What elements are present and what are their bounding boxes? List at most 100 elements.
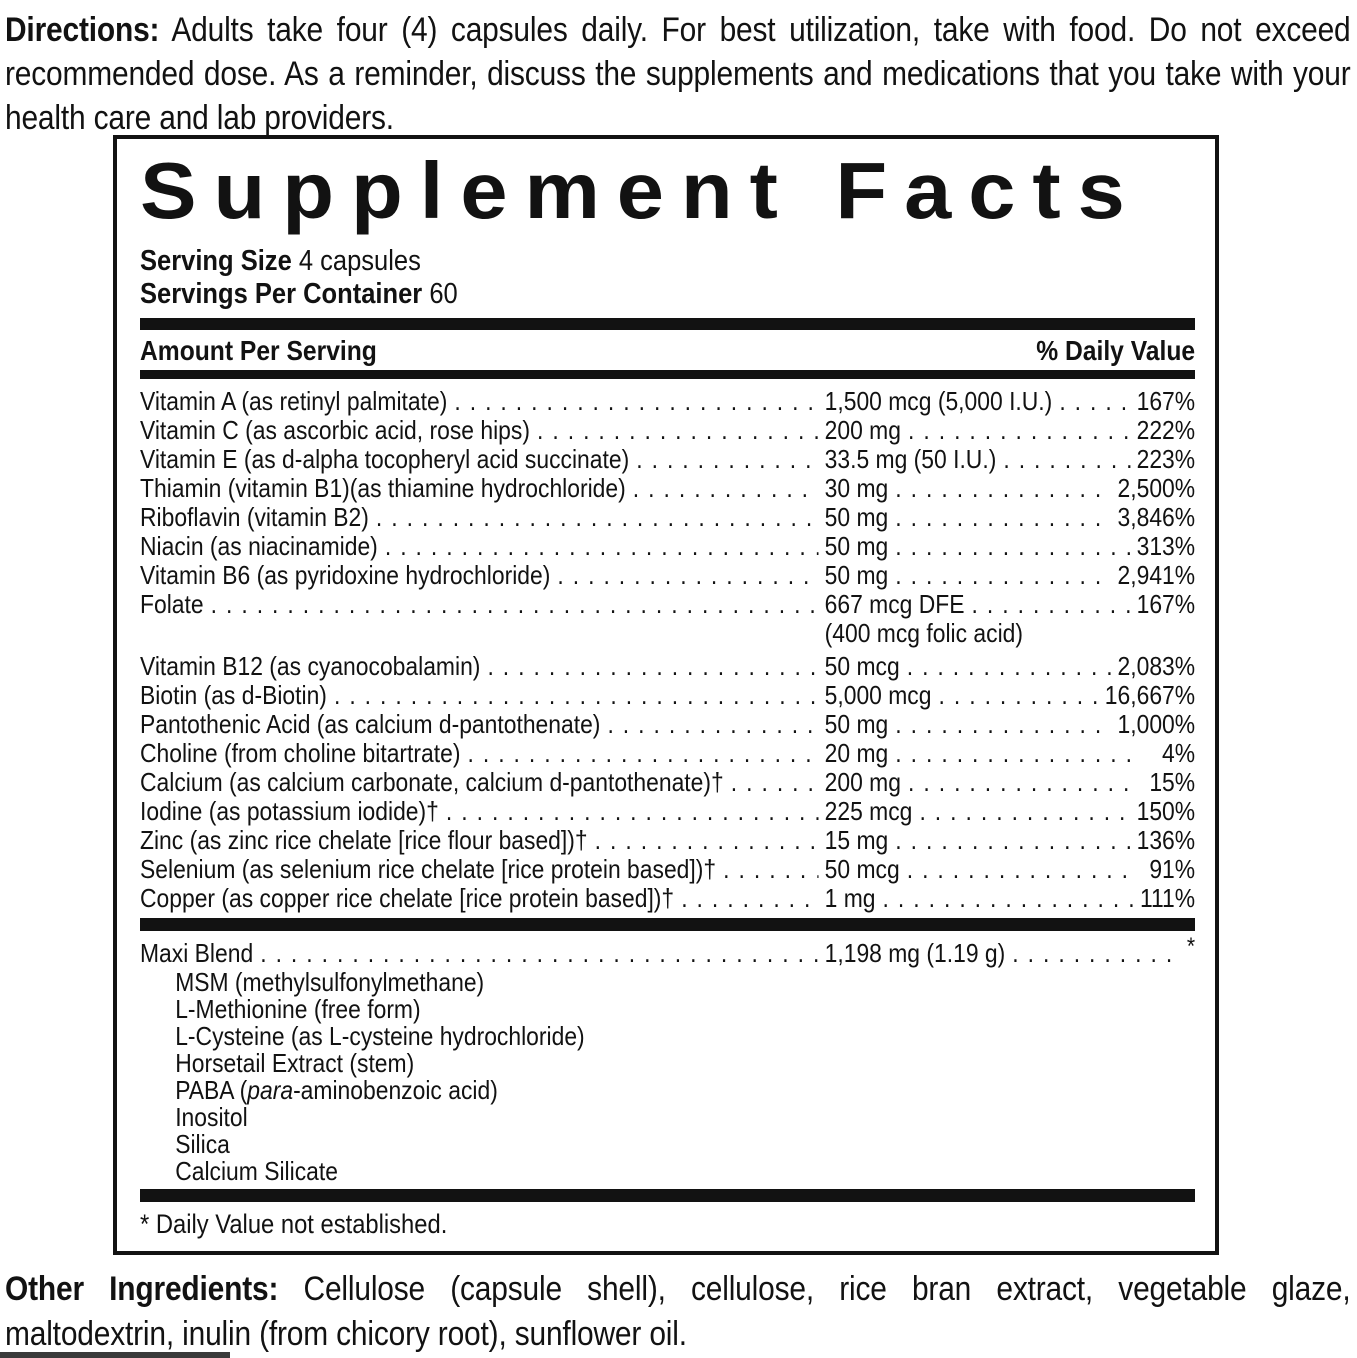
directions-label: Directions: bbox=[5, 11, 160, 49]
nutrient-left: Choline (from choline bitartrate) bbox=[140, 739, 825, 768]
blend-item: Horsetail Extract (stem) bbox=[140, 1050, 1195, 1077]
nutrient-left: Vitamin B6 (as pyridoxine hydrochloride) bbox=[140, 561, 825, 590]
dot-leader bbox=[895, 710, 1111, 739]
other-ingredients-body: Cellulose (capsule shell), cellulose, ri… bbox=[5, 1270, 1351, 1353]
other-ingredients-text: Other Ingredients: Cellulose (capsule sh… bbox=[5, 1267, 1351, 1357]
blend-item-text: PABA ( bbox=[175, 1075, 248, 1105]
nutrient-name: Pantothenic Acid (as calcium d-pantothen… bbox=[140, 709, 601, 739]
nutrient-dv: 150% bbox=[1136, 796, 1196, 826]
nutrient-dv: 111% bbox=[1139, 883, 1196, 913]
nutrient-row: Biotin (as d-Biotin) 5,000 mcg 16,667% bbox=[140, 681, 1195, 710]
other-ingredients-label: Other Ingredients: bbox=[5, 1270, 279, 1308]
blend-item-text: L-Cysteine (as L-cysteine hydrochloride) bbox=[175, 1021, 585, 1051]
nutrient-name: Folate bbox=[140, 589, 204, 619]
divider-bar bbox=[140, 318, 1195, 330]
dot-leader bbox=[895, 503, 1111, 532]
dot-leader bbox=[919, 797, 1130, 826]
blend-section: Maxi Blend 1,198 mg (1.19 g) * MSM (methyls… bbox=[140, 933, 1195, 1185]
nutrient-left: Vitamin B12 (as cyanocobalamin) bbox=[140, 652, 825, 681]
dot-leader bbox=[607, 710, 818, 739]
nutrient-table: Vitamin A (as retinyl palmitate) 1,500 mc… bbox=[140, 387, 1195, 913]
divider-bar bbox=[140, 918, 1195, 931]
nutrient-amount: 50 mg bbox=[824, 709, 889, 739]
nutrient-dv: 167% bbox=[1136, 386, 1196, 416]
daily-value-header: % Daily Value bbox=[1036, 335, 1196, 366]
directions-body: Adults take four (4) capsules daily. For… bbox=[5, 11, 1351, 137]
nutrient-name: Selenium (as selenium rice chelate [rice… bbox=[140, 854, 717, 884]
dot-leader bbox=[446, 797, 819, 826]
nutrient-dv: 223% bbox=[1136, 444, 1196, 474]
serving-size-row: Serving Size 4 capsules bbox=[140, 245, 1195, 278]
nutrient-amount: 667 mcg DFE bbox=[824, 589, 965, 619]
nutrient-name: Iodine (as potassium iodide)† bbox=[140, 796, 439, 826]
nutrient-amount: 1 mg bbox=[824, 883, 876, 913]
dot-leader bbox=[883, 884, 1134, 913]
nutrient-dv: 313% bbox=[1136, 531, 1196, 561]
nutrient-amount: 1,500 mcg (5,000 I.U.) bbox=[824, 386, 1053, 416]
nutrient-left: Vitamin E (as d-alpha tocopheryl acid su… bbox=[140, 445, 825, 474]
nutrient-mid: 1,500 mcg (5,000 I.U.) bbox=[825, 387, 1137, 416]
blend-item: Silica bbox=[140, 1131, 1195, 1158]
nutrient-row: Copper (as copper rice chelate [rice pro… bbox=[140, 884, 1195, 913]
nutrient-dv: 2,500% bbox=[1117, 473, 1196, 503]
nutrient-amount: 15 mg bbox=[824, 825, 889, 855]
nutrient-row: Niacin (as niacinamide) 50 mg 313% bbox=[140, 532, 1195, 561]
blend-item-text: Inositol bbox=[175, 1102, 248, 1132]
dot-leader bbox=[636, 445, 818, 474]
nutrient-left: Zinc (as zinc rice chelate [rice flour b… bbox=[140, 826, 825, 855]
nutrient-left: Copper (as copper rice chelate [rice pro… bbox=[140, 884, 825, 913]
nutrient-amount: 30 mg bbox=[824, 473, 889, 503]
nutrient-dv: 3,846% bbox=[1117, 502, 1196, 532]
nutrient-amount: 50 mg bbox=[824, 502, 889, 532]
dot-leader bbox=[633, 474, 819, 503]
nutrient-left: Folate bbox=[140, 590, 825, 619]
nutrient-mid: 50 mcg bbox=[825, 652, 1118, 681]
blend-item-text: -aminobenzoic acid) bbox=[293, 1075, 498, 1105]
dot-leader bbox=[454, 387, 818, 416]
dot-leader bbox=[467, 739, 818, 768]
nutrient-row: Zinc (as zinc rice chelate [rice flour b… bbox=[140, 826, 1195, 855]
nutrient-dv: 1,000% bbox=[1117, 709, 1196, 739]
blend-item: Inositol bbox=[140, 1104, 1195, 1131]
servings-label: Servings Per Container bbox=[140, 278, 423, 310]
divider-bar bbox=[140, 370, 1195, 379]
nutrient-name: Vitamin B6 (as pyridoxine hydrochloride) bbox=[140, 560, 551, 590]
blend-item-text: Silica bbox=[175, 1129, 230, 1159]
serving-size-label: Serving Size bbox=[140, 245, 292, 277]
nutrient-mid: 1 mg bbox=[825, 884, 1140, 913]
blend-item-text: para bbox=[247, 1075, 294, 1105]
nutrient-mid: 200 mg bbox=[825, 768, 1143, 797]
nutrient-row: Maxi Blend 1,198 mg (1.19 g) * bbox=[140, 933, 1195, 969]
dot-leader bbox=[907, 652, 1112, 681]
nutrient-row: Iodine (as potassium iodide)† 225 mcg 150% bbox=[140, 797, 1195, 826]
dot-leader bbox=[385, 532, 819, 561]
nutrient-name: Vitamin C (as ascorbic acid, rose hips) bbox=[140, 415, 530, 445]
nutrient-name: Riboflavin (vitamin B2) bbox=[140, 502, 369, 532]
nutrient-row: Riboflavin (vitamin B2) 50 mg 3,846% bbox=[140, 503, 1195, 532]
nutrient-mid: 30 mg bbox=[825, 474, 1118, 503]
nutrient-left: Pantothenic Acid (as calcium d-pantothen… bbox=[140, 710, 825, 739]
nutrient-row: Thiamin (vitamin B1)(as thiamine hydroch… bbox=[140, 474, 1195, 503]
nutrient-name: Zinc (as zinc rice chelate [rice flour b… bbox=[140, 825, 588, 855]
servings-value: 60 bbox=[429, 278, 458, 310]
nutrient-left: Niacin (as niacinamide) bbox=[140, 532, 825, 561]
footnote-text: * Daily Value not established. bbox=[140, 1209, 448, 1239]
nutrient-mid: 225 mcg bbox=[825, 797, 1137, 826]
cutoff-bar bbox=[0, 1352, 230, 1358]
dot-leader bbox=[334, 681, 819, 710]
blend-item-text: Horsetail Extract (stem) bbox=[175, 1048, 415, 1078]
table-header: Amount Per Serving % Daily Value bbox=[140, 336, 1195, 366]
nutrient-left: Calcium (as calcium carbonate, calcium d… bbox=[140, 768, 825, 797]
dot-leader bbox=[260, 939, 818, 968]
nutrient-row: Vitamin A (as retinyl palmitate) 1,500 mc… bbox=[140, 387, 1195, 416]
dot-leader bbox=[895, 532, 1130, 561]
blend-item: PABA (para-aminobenzoic acid) bbox=[140, 1077, 1195, 1104]
nutrient-left: Iodine (as potassium iodide)† bbox=[140, 797, 825, 826]
nutrient-row: Choline (from choline bitartrate) 20 mg 4% bbox=[140, 739, 1195, 768]
nutrient-note-row: (400 mcg folic acid) bbox=[140, 619, 1195, 648]
nutrient-mid: 15 mg bbox=[825, 826, 1137, 855]
nutrient-mid: 33.5 mg (50 I.U.) bbox=[825, 445, 1137, 474]
dot-leader bbox=[557, 561, 818, 590]
serving-info: Serving Size 4 capsules Servings Per Con… bbox=[140, 245, 1195, 311]
